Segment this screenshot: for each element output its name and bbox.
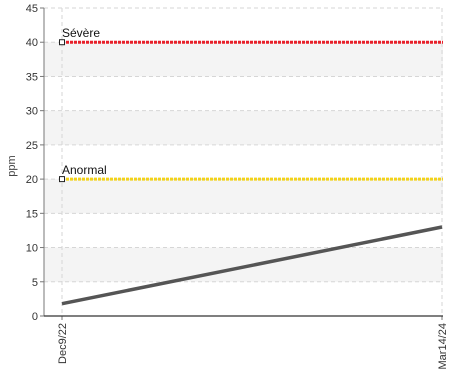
y-tick-label: 35 [26, 71, 38, 83]
background-bands [44, 42, 443, 282]
x-tick-labels: Dec9/22 Mar14/24 [57, 323, 449, 369]
background-band [44, 247, 443, 282]
background-band [44, 110, 443, 145]
y-tick-label: 10 [26, 243, 38, 255]
y-tick-label: 5 [32, 277, 38, 289]
threshold-label: Anormal [62, 163, 107, 177]
y-tick-label: 20 [26, 174, 38, 186]
y-tick-label: 15 [26, 208, 38, 220]
y-tick-label: 25 [26, 140, 38, 152]
series-lines [61, 225, 443, 306]
threshold-lines: Sévère Anormal [59, 26, 443, 183]
x-tick-label: Mar14/24 [437, 323, 449, 369]
y-axis-label: ppm [6, 155, 18, 176]
threshold-marker [59, 39, 65, 46]
threshold-label: Sévère [62, 26, 100, 40]
y-tick-label: 45 [26, 3, 38, 15]
axes [40, 7, 443, 320]
threshold-marker [59, 176, 65, 183]
background-band [44, 42, 443, 77]
y-tick-label: 0 [32, 311, 38, 323]
series-line [61, 225, 443, 306]
y-tick-label: 40 [26, 37, 38, 49]
y-tick-label: 30 [26, 106, 38, 118]
x-tick-label: Dec9/22 [57, 323, 69, 364]
background-band [44, 179, 443, 214]
grid-lines [44, 7, 443, 316]
y-tick-labels: 0 5 10 15 20 25 30 35 40 45 [26, 3, 38, 323]
